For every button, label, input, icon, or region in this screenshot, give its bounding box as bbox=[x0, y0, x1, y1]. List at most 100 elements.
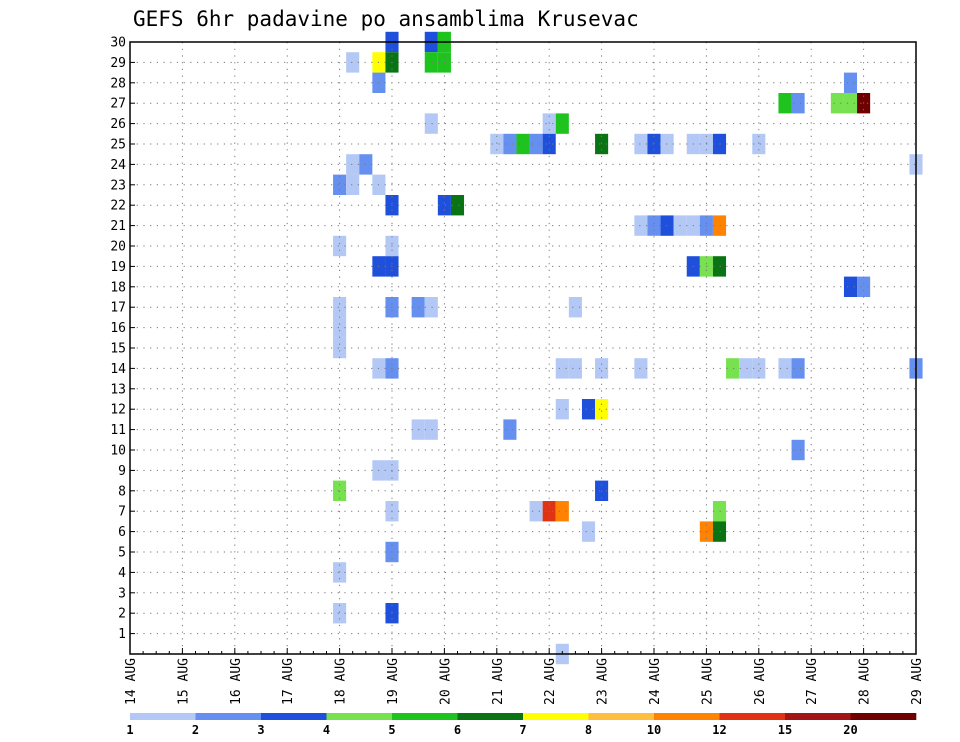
y-tick-label: 6 bbox=[118, 525, 126, 540]
y-tick-label: 18 bbox=[110, 280, 126, 295]
legend-swatch bbox=[719, 713, 786, 720]
chart-title: GEFS 6hr padavine po ansamblima Krusevac bbox=[133, 7, 639, 31]
y-tick-label: 23 bbox=[110, 178, 126, 193]
legend-swatch bbox=[261, 713, 327, 720]
legend-label: 3 bbox=[257, 723, 264, 737]
y-tick-label: 9 bbox=[118, 464, 126, 479]
precip-cell bbox=[778, 93, 792, 114]
x-tick-label: 19 AUG bbox=[386, 658, 401, 705]
legend-label: 20 bbox=[843, 723, 857, 737]
precip-cell bbox=[857, 276, 871, 297]
y-tick-label: 13 bbox=[110, 382, 126, 397]
precip-cell bbox=[333, 174, 347, 195]
precip-cell bbox=[346, 52, 360, 73]
precip-cell bbox=[542, 133, 556, 155]
precip-cell bbox=[712, 521, 727, 542]
legend-swatch bbox=[457, 713, 524, 720]
color-legend: 1 2 3 4 5 6 7 8 10 12 15 20 bbox=[126, 713, 917, 737]
precip-cell bbox=[424, 419, 438, 440]
x-tick-label: 26 AUG bbox=[753, 658, 768, 705]
precip-cell bbox=[791, 93, 805, 114]
precip-cell bbox=[437, 195, 451, 216]
x-tick-label: 22 AUG bbox=[543, 658, 558, 705]
precip-cell bbox=[634, 215, 648, 236]
legend-label: 8 bbox=[585, 723, 592, 737]
precip-cell bbox=[529, 133, 543, 155]
y-tick-label: 2 bbox=[118, 607, 126, 622]
x-tick-label: 14 AUG bbox=[124, 658, 139, 705]
precip-cell bbox=[424, 297, 438, 318]
y-tick-label: 16 bbox=[110, 321, 126, 336]
precip-cell bbox=[346, 174, 360, 195]
x-tick-label: 18 AUG bbox=[334, 658, 349, 705]
y-tick-label: 3 bbox=[118, 586, 126, 601]
legend-label: 4 bbox=[323, 723, 330, 737]
legend-label: 5 bbox=[388, 723, 395, 737]
y-tick-label: 20 bbox=[110, 240, 126, 255]
precip-cell bbox=[450, 195, 465, 216]
precip-cell bbox=[726, 358, 740, 379]
legend-swatch bbox=[195, 713, 262, 720]
legend-swatch bbox=[850, 713, 917, 720]
legend-swatch bbox=[785, 713, 851, 720]
legend-label: 7 bbox=[519, 723, 526, 737]
precip-cell bbox=[555, 399, 569, 420]
y-tick-label: 19 bbox=[110, 260, 126, 275]
legend-label: 1 bbox=[126, 723, 133, 737]
precip-cell bbox=[843, 93, 858, 114]
y-tick-label: 28 bbox=[110, 76, 126, 91]
precip-cell bbox=[542, 113, 556, 134]
y-tick-label: 14 bbox=[110, 362, 126, 377]
x-tick-label: 16 AUG bbox=[229, 658, 244, 705]
precip-cell bbox=[712, 256, 727, 277]
x-tick-label: 15 AUG bbox=[176, 658, 191, 705]
precip-cell bbox=[568, 358, 582, 379]
legend-swatch bbox=[588, 713, 655, 720]
y-tick-label: 29 bbox=[110, 56, 126, 71]
precip-cell bbox=[647, 215, 661, 236]
legend-label: 12 bbox=[712, 723, 726, 737]
y-tick-label: 25 bbox=[110, 138, 126, 153]
precip-cell bbox=[712, 133, 727, 155]
precip-cell bbox=[830, 93, 844, 114]
precip-cell bbox=[595, 480, 609, 501]
precip-cell bbox=[529, 501, 543, 522]
precip-cell bbox=[595, 399, 609, 420]
precip-cell bbox=[843, 72, 858, 93]
y-tick-label: 12 bbox=[110, 403, 126, 418]
precip-cell bbox=[595, 133, 609, 155]
precip-cell bbox=[490, 133, 504, 155]
grid-layer bbox=[130, 41, 916, 654]
y-tick-label: 24 bbox=[110, 158, 126, 173]
precip-cell bbox=[739, 358, 753, 379]
legend-label: 2 bbox=[192, 723, 199, 737]
x-tick-label: 28 AUG bbox=[858, 658, 873, 705]
x-tick-label: 27 AUG bbox=[805, 658, 820, 705]
x-tick-label: 25 AUG bbox=[700, 658, 715, 705]
legend-label: 6 bbox=[454, 723, 461, 737]
precip-cell bbox=[516, 133, 530, 155]
y-tick-label: 15 bbox=[110, 342, 126, 357]
precip-cell bbox=[424, 52, 438, 73]
precip-cell bbox=[555, 113, 569, 134]
precip-cell bbox=[712, 501, 727, 522]
y-tick-label: 21 bbox=[110, 219, 126, 234]
precip-cell bbox=[555, 358, 569, 379]
precip-cell bbox=[333, 337, 347, 359]
precip-cell bbox=[647, 133, 661, 155]
x-tick-label: 29 AUG bbox=[910, 658, 925, 705]
precip-cell bbox=[333, 317, 347, 338]
legend-label: 10 bbox=[647, 723, 661, 737]
y-tick-label: 5 bbox=[118, 546, 126, 561]
precip-cell bbox=[333, 480, 347, 501]
precip-cell bbox=[712, 215, 727, 236]
precip-cell bbox=[752, 133, 766, 155]
x-tick-label: 23 AUG bbox=[596, 658, 611, 705]
legend-swatch bbox=[392, 713, 458, 720]
precip-cell bbox=[359, 154, 373, 175]
precip-cell bbox=[581, 399, 596, 420]
precip-cell bbox=[568, 297, 582, 318]
y-tick-label: 7 bbox=[118, 505, 126, 520]
precip-cell bbox=[581, 521, 596, 542]
